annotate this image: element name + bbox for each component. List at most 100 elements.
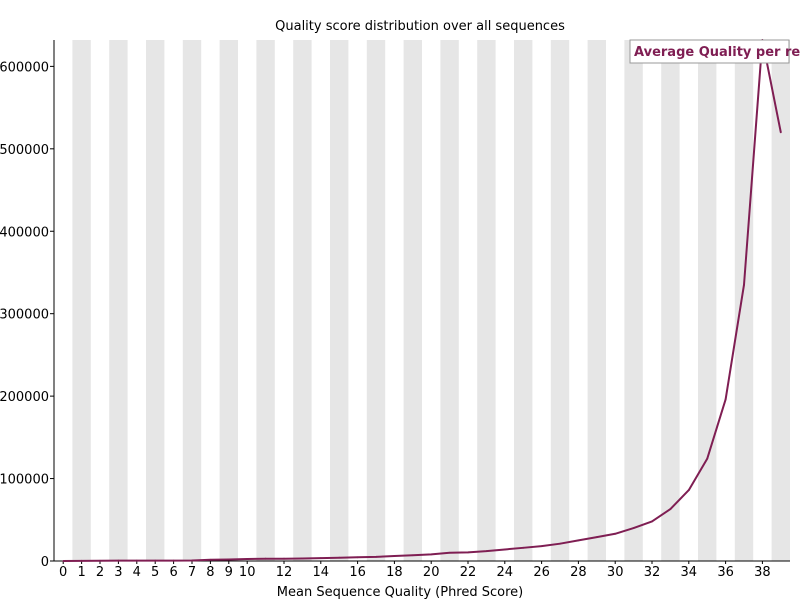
data-point [614, 532, 617, 535]
x-tick-label: 14 [313, 565, 330, 580]
data-point [191, 559, 193, 562]
stripe-band [477, 40, 496, 561]
data-point [356, 556, 359, 559]
data-point [209, 558, 212, 561]
stripe-band [146, 40, 165, 561]
data-point [651, 520, 653, 523]
stripe-band [550, 40, 570, 561]
stripe-band [109, 40, 128, 561]
data-point [724, 398, 727, 401]
data-point [430, 553, 433, 556]
data-point [669, 508, 672, 510]
x-tick-label: 6 [169, 565, 177, 580]
x-tick-label: 3 [114, 565, 122, 580]
data-point [485, 550, 488, 553]
x-tick-label: 1 [77, 565, 85, 580]
x-tick-label: 7 [188, 565, 196, 580]
data-point [135, 559, 138, 562]
data-point [62, 560, 65, 562]
data-point [779, 131, 782, 134]
x-tick-label: 26 [533, 565, 550, 580]
x-tick-label: 12 [276, 565, 293, 580]
stripe-band [771, 40, 790, 561]
data-point [595, 536, 598, 538]
x-tick-label: 28 [570, 565, 587, 580]
data-point [375, 555, 377, 558]
data-point [448, 551, 451, 554]
y-tick-label: 100000 [0, 473, 49, 488]
stripe-band [256, 40, 275, 561]
x-tick-label: 0 [59, 565, 67, 580]
stripe-band [72, 40, 91, 561]
x-tick-label: 9 [225, 565, 233, 580]
legend-box [629, 39, 790, 64]
data-point [687, 489, 690, 492]
stripe-band [734, 40, 754, 561]
data-point [577, 539, 580, 542]
stripe-band [587, 40, 606, 561]
y-tick-label: 0 [41, 555, 49, 570]
data-point [283, 557, 285, 560]
y-tick-label: 200000 [0, 390, 49, 405]
stripe-band [182, 40, 202, 561]
x-tick-label: 5 [151, 565, 159, 580]
stripe-band [330, 40, 349, 561]
x-axis-title: Mean Sequence Quality (Phred Score) [277, 585, 523, 600]
series-line-average-quality [63, 39, 782, 562]
x-tick-label: 36 [717, 565, 734, 580]
data-point [632, 527, 635, 529]
y-tick-label: 300000 [0, 308, 49, 323]
data-point [80, 559, 83, 562]
stripe-band [219, 40, 238, 561]
y-tick-label: 600000 [0, 60, 49, 75]
data-point [227, 558, 230, 561]
x-tick-label: 10 [239, 565, 256, 580]
y-tick-label: 500000 [0, 143, 49, 158]
chart-title: Quality score distribution over all sequ… [275, 19, 565, 34]
x-tick-label: 16 [349, 565, 366, 580]
data-point [522, 546, 525, 549]
stripe-band [624, 40, 643, 561]
stripe-band [698, 40, 717, 561]
legend: Average Quality per read [629, 39, 800, 64]
data-point [246, 558, 249, 560]
stripe-band [440, 40, 459, 561]
data-point [503, 548, 506, 551]
legend-series-label: Average Quality per read [634, 45, 800, 60]
data-point [393, 555, 396, 557]
stripe-band [366, 40, 386, 561]
data-point [301, 557, 304, 560]
data-point [319, 557, 322, 560]
data-point [559, 542, 561, 545]
data-point [467, 551, 469, 554]
data-point [154, 559, 157, 562]
data-point [172, 559, 175, 562]
stripe-band [293, 40, 312, 561]
x-tick-label: 30 [607, 565, 624, 580]
y-axis-ticks: 0 100000 200000 300000 400000 500000 600000 [0, 60, 54, 570]
stripe-band [403, 40, 422, 561]
background-stripes [72, 40, 790, 561]
series-layer [62, 39, 782, 562]
data-point [706, 457, 709, 460]
x-axis-ticks: 0 1 2 3 4 5 6 7 8 9 10 12 14 16 18 20 22 24 26 28 30 32 34 36 38 [59, 561, 771, 580]
stripe-band [661, 40, 680, 561]
data-point [411, 554, 414, 557]
data-point [264, 557, 267, 560]
x-tick-label: 4 [133, 565, 141, 580]
data-point [117, 559, 120, 562]
x-tick-label: 8 [206, 565, 214, 580]
x-tick-label: 32 [644, 565, 661, 580]
y-tick-label: 400000 [0, 225, 49, 240]
data-point [743, 283, 745, 286]
x-tick-label: 22 [460, 565, 477, 580]
data-point [540, 545, 543, 548]
x-tick-label: 20 [423, 565, 440, 580]
x-tick-label: 34 [681, 565, 698, 580]
data-point [99, 559, 101, 562]
x-tick-label: 38 [754, 565, 771, 580]
stripe-band [514, 40, 533, 561]
data-point [338, 556, 341, 559]
